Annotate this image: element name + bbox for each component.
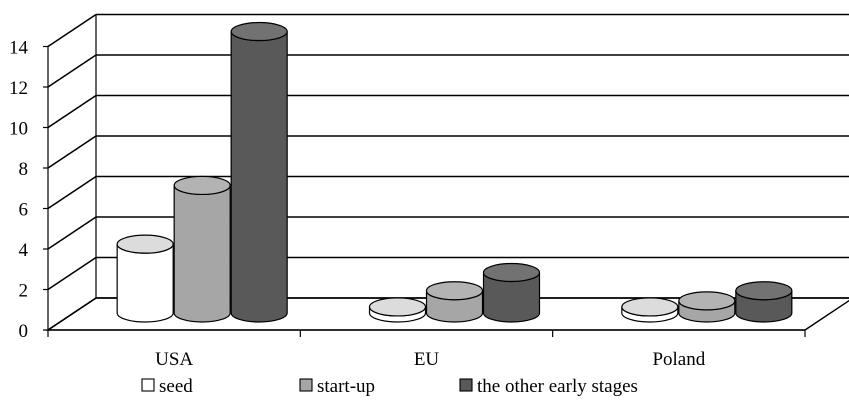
y-tick-label: 4 bbox=[19, 240, 29, 261]
gridline-side bbox=[47, 256, 97, 291]
y-tick-label: 0 bbox=[19, 321, 29, 342]
y-tick-label: 14 bbox=[9, 38, 29, 59]
x-tick-label: USA bbox=[155, 349, 193, 370]
gridline-side bbox=[47, 216, 97, 250]
bars bbox=[116, 21, 793, 323]
legend-swatch bbox=[459, 378, 473, 392]
legend-swatch bbox=[299, 378, 313, 392]
bar-top bbox=[735, 281, 793, 301]
x-tick-label: Poland bbox=[652, 349, 705, 370]
y-tick-label: 8 bbox=[19, 159, 29, 180]
y-tick-label: 10 bbox=[9, 119, 28, 140]
axes bbox=[43, 14, 806, 337]
gridline-side bbox=[47, 94, 97, 129]
bar-seed-eu bbox=[368, 297, 427, 323]
bar-the-other-early-stages-usa bbox=[230, 21, 288, 323]
legend: seed start-up the other early stages bbox=[141, 376, 638, 397]
y-tick-label: 2 bbox=[19, 281, 29, 302]
bar-start-up-usa bbox=[173, 175, 231, 323]
gridline-side bbox=[47, 135, 97, 169]
bar-top bbox=[482, 262, 541, 283]
legend-swatch bbox=[141, 378, 155, 392]
bar-the-other-early-stages-eu bbox=[482, 262, 541, 323]
bar-the-other-early-stages-poland bbox=[735, 281, 793, 323]
bar-top bbox=[368, 297, 427, 317]
axis-labels: 0 2 4 6 8 10 12 14 USA EU Poland bbox=[9, 38, 706, 371]
bar-body bbox=[173, 185, 231, 323]
bar-seed-usa bbox=[116, 234, 174, 323]
legend-label: the other early stages bbox=[477, 376, 638, 397]
bar-top bbox=[621, 297, 679, 317]
legend-label: start-up bbox=[317, 376, 375, 397]
x-tick-label: EU bbox=[414, 349, 440, 370]
bar-seed-poland bbox=[621, 297, 679, 323]
legend-label: seed bbox=[159, 376, 193, 397]
bar-start-up-eu bbox=[425, 281, 484, 323]
gridline-side bbox=[47, 54, 97, 88]
y-tick-label: 12 bbox=[9, 78, 28, 99]
bar-top bbox=[173, 175, 231, 196]
bar-top bbox=[230, 21, 288, 42]
bar-body bbox=[116, 244, 174, 323]
gridline-side bbox=[47, 13, 97, 48]
bar-top bbox=[678, 291, 736, 311]
y-tick-label: 6 bbox=[19, 200, 29, 221]
bar-body bbox=[230, 31, 288, 323]
bar-top bbox=[116, 234, 174, 254]
bar-start-up-poland bbox=[678, 291, 736, 323]
bar-top bbox=[425, 281, 484, 301]
gridline-side bbox=[47, 175, 97, 210]
